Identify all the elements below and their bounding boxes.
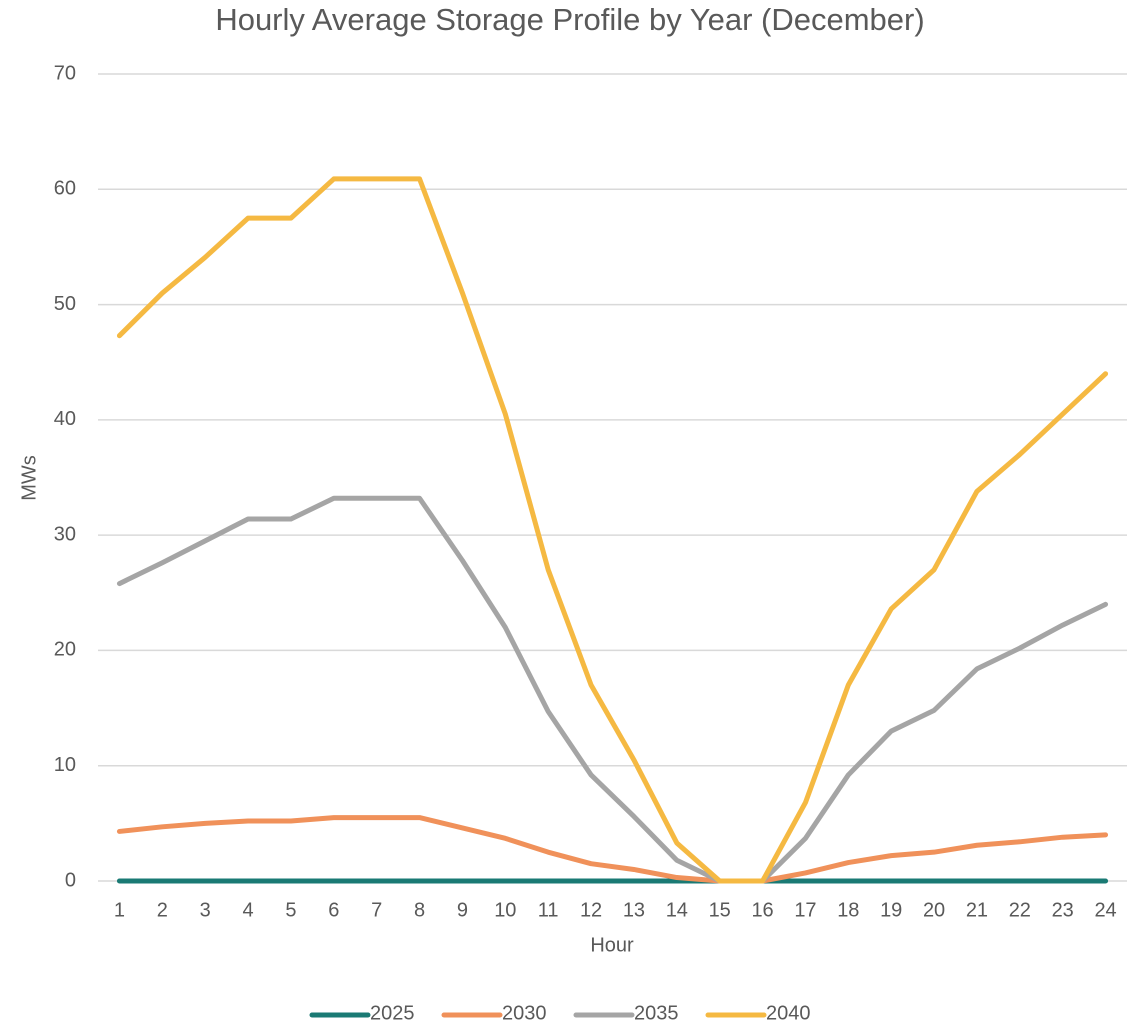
legend-label: 2030 [502, 1002, 547, 1023]
x-tick-label: 21 [966, 899, 988, 921]
x-tick-label: 6 [328, 899, 339, 921]
x-tick-label: 4 [243, 899, 254, 921]
legend-label: 2040 [766, 1002, 811, 1023]
x-tick-label: 18 [837, 899, 859, 921]
series-line [116, 495, 1109, 884]
legend-label: 2025 [370, 1002, 415, 1023]
x-tick-label: 15 [709, 899, 731, 921]
x-tick-label: 7 [371, 899, 382, 921]
x-tick-label: 23 [1052, 899, 1074, 921]
x-tick-label: 20 [923, 899, 945, 921]
y-tick-label: 70 [54, 62, 76, 84]
x-tick-label: 3 [200, 899, 211, 921]
x-tick-label: 22 [1009, 899, 1031, 921]
y-tick-label: 10 [54, 754, 76, 776]
x-tick-label: 14 [666, 899, 688, 921]
x-tick-label: 5 [285, 899, 296, 921]
y-axis-title: MWs [18, 455, 40, 501]
x-tick-label: 11 [538, 899, 559, 921]
x-tick-label: 19 [880, 899, 902, 921]
x-tick-label: 9 [457, 899, 468, 921]
x-tick-label: 16 [751, 899, 773, 921]
x-tick-label: 8 [414, 899, 425, 921]
y-tick-label: 0 [65, 869, 76, 891]
chart-title: Hourly Average Storage Profile by Year (… [215, 2, 924, 37]
x-tick-label: 10 [494, 899, 516, 921]
x-tick-label: 24 [1094, 899, 1116, 921]
y-tick-label: 60 [54, 178, 76, 200]
series-line [116, 815, 1109, 884]
y-tick-label: 50 [54, 293, 76, 315]
x-tick-label: 2 [157, 899, 168, 921]
series-line [116, 176, 1109, 884]
x-axis-title: Hour [590, 934, 634, 956]
x-tick-label: 17 [794, 899, 816, 921]
x-tick-label: 13 [623, 899, 645, 921]
x-tick-label: 12 [580, 899, 602, 921]
y-tick-label: 30 [54, 523, 76, 545]
x-tick-label: 1 [114, 899, 125, 921]
y-tick-label: 40 [54, 408, 76, 430]
y-tick-label: 20 [54, 639, 76, 661]
legend-label: 2035 [634, 1002, 679, 1023]
